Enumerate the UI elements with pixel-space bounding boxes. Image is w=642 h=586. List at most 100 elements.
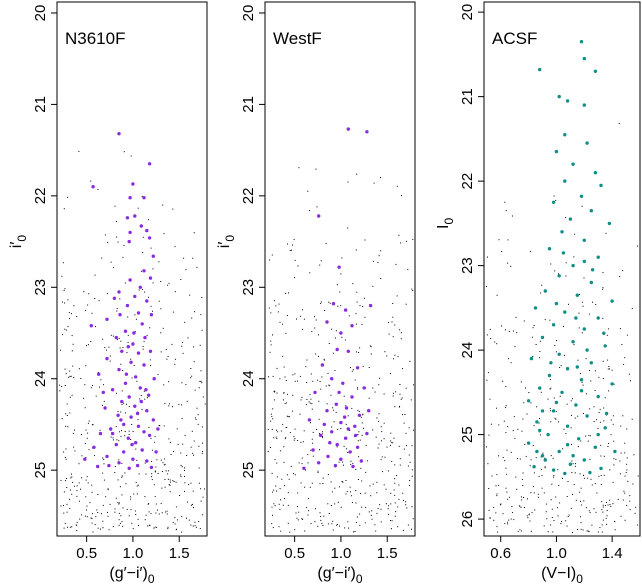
- data-point: [357, 413, 362, 417]
- data-point: [568, 462, 573, 466]
- field-star: [289, 250, 291, 251]
- field-star: [608, 443, 610, 444]
- field-star: [394, 464, 396, 466]
- field-star: [388, 321, 389, 323]
- field-star: [116, 439, 118, 441]
- field-star: [133, 365, 135, 366]
- field-star: [327, 523, 329, 525]
- field-star: [339, 486, 340, 488]
- field-star: [514, 437, 516, 439]
- field-star: [78, 463, 80, 465]
- field-star: [88, 449, 90, 451]
- field-star: [355, 502, 357, 504]
- field-star: [491, 475, 493, 477]
- field-star: [532, 327, 534, 329]
- field-star: [540, 391, 542, 393]
- field-star: [609, 504, 611, 506]
- field-star: [169, 479, 171, 481]
- field-star: [550, 421, 552, 423]
- data-point: [131, 182, 135, 186]
- field-star: [118, 459, 120, 461]
- data-point: [526, 399, 531, 403]
- field-star: [154, 436, 156, 438]
- field-star: [165, 511, 167, 513]
- field-star: [356, 516, 358, 518]
- field-star: [368, 511, 370, 513]
- field-star: [606, 510, 608, 511]
- field-star: [267, 429, 269, 431]
- field-star: [347, 452, 349, 453]
- field-star: [116, 310, 118, 312]
- field-star: [64, 522, 66, 524]
- data-point: [135, 463, 140, 468]
- field-star: [163, 233, 165, 235]
- field-star: [533, 472, 535, 474]
- field-star: [294, 380, 296, 382]
- field-star: [613, 520, 615, 522]
- field-star: [364, 297, 365, 299]
- y-axis-title: i′0: [216, 235, 237, 249]
- field-star: [138, 473, 140, 475]
- field-star: [175, 506, 177, 508]
- field-star: [130, 496, 132, 498]
- field-star: [67, 196, 69, 198]
- data-point: [105, 356, 109, 361]
- field-star: [376, 481, 378, 483]
- field-star: [186, 400, 188, 402]
- field-star: [547, 398, 549, 400]
- field-star: [581, 205, 583, 207]
- field-star: [168, 484, 170, 486]
- field-star: [294, 438, 296, 440]
- field-star: [409, 360, 411, 362]
- field-star: [411, 528, 412, 530]
- field-star: [148, 511, 150, 513]
- field-star: [359, 439, 361, 441]
- field-star: [580, 522, 582, 524]
- field-star: [384, 351, 386, 353]
- data-point: [593, 69, 598, 74]
- field-star: [121, 404, 123, 406]
- field-star: [65, 425, 67, 427]
- field-star: [506, 521, 508, 523]
- field-star: [405, 387, 407, 389]
- data-point: [89, 324, 94, 328]
- field-star: [361, 434, 363, 436]
- field-star: [540, 292, 542, 294]
- data-point: [317, 214, 321, 218]
- field-star: [634, 512, 636, 514]
- data-point: [92, 445, 96, 449]
- field-star: [110, 334, 112, 336]
- field-star: [270, 312, 272, 314]
- data-point: [120, 399, 124, 404]
- data-point: [128, 230, 132, 235]
- data-point: [346, 427, 350, 431]
- field-star: [496, 495, 498, 497]
- data-point: [344, 406, 349, 410]
- field-star: [520, 506, 522, 508]
- field-star: [268, 376, 269, 378]
- highlight-series: [83, 132, 160, 470]
- data-point: [563, 179, 567, 183]
- field-star: [637, 245, 638, 247]
- field-star: [188, 519, 190, 521]
- field-star: [397, 356, 399, 358]
- field-star: [515, 476, 517, 478]
- field-star: [164, 463, 166, 465]
- field-star: [125, 483, 127, 485]
- field-star: [411, 288, 413, 290]
- field-star: [181, 404, 182, 406]
- field-star: [585, 507, 587, 509]
- field-star: [121, 521, 123, 523]
- field-star: [361, 324, 363, 325]
- field-star: [201, 329, 203, 331]
- field-star: [573, 344, 575, 346]
- field-star: [85, 309, 87, 311]
- field-star: [121, 475, 123, 477]
- field-star: [86, 509, 87, 511]
- field-star: [626, 463, 628, 465]
- data-point: [574, 316, 578, 320]
- field-star: [91, 491, 93, 493]
- field-star: [65, 448, 67, 450]
- data-point: [123, 329, 128, 333]
- field-star: [589, 408, 591, 410]
